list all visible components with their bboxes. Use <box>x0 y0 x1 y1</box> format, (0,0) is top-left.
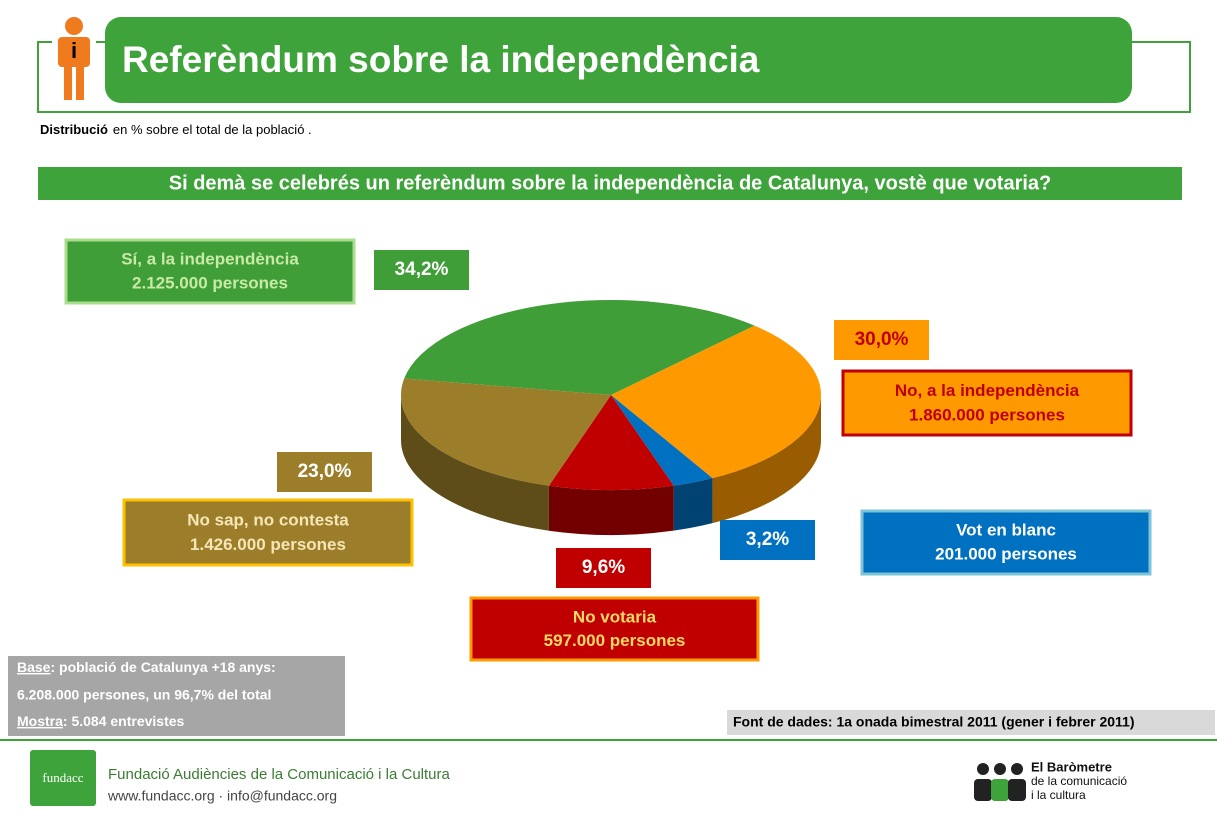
value-label: 9,6% <box>582 557 625 578</box>
value-label-box <box>720 520 815 560</box>
source: Font de dades: 1a onada bimestral 2011 (… <box>733 714 1135 730</box>
base-text: : població de Catalunya +18 anys: <box>50 659 275 675</box>
value-label-box <box>834 320 929 360</box>
value-label-box <box>277 452 372 492</box>
org-name: Fundació Audiències de la Comunicació i … <box>108 766 451 783</box>
subtitle-text: en % sobre el total de la població . <box>113 122 312 137</box>
category-box <box>122 498 414 567</box>
base-note-2: 6.208.000 persones, un 96,7% del total <box>17 687 271 703</box>
value-label: 23,0% <box>298 461 352 482</box>
category-count: 201.000 persones <box>935 545 1077 564</box>
question-bar <box>38 167 1182 200</box>
category-label: No, a la independència <box>895 381 1080 400</box>
slice-side <box>673 478 713 531</box>
slice <box>404 300 755 395</box>
notes-box <box>8 656 345 736</box>
brand-line-1: El Baròmetre <box>1031 759 1112 774</box>
sample-text: : 5.084 entrevistes <box>63 713 185 729</box>
contact: www.fundacc.org · info@fundacc.org <box>107 788 337 804</box>
category-label: Vot en blanc <box>956 521 1056 540</box>
category-label: No votaria <box>573 607 657 626</box>
category-label: No sap, no contesta <box>187 510 349 529</box>
sample-key: Mostra <box>17 713 63 729</box>
slice <box>611 395 713 486</box>
slice <box>611 325 822 479</box>
value-label-box <box>374 250 469 290</box>
category-box <box>841 369 1133 437</box>
category-count: 2.125.000 persones <box>132 274 288 293</box>
category-box <box>64 238 356 305</box>
value-label: 34,2% <box>395 259 449 280</box>
value-label: 3,2% <box>746 529 789 550</box>
header-bar <box>105 17 1132 103</box>
category-box <box>469 596 760 662</box>
fundacc-logo <box>30 750 96 806</box>
title: Referèndum sobre la independència <box>122 39 760 80</box>
pie <box>401 300 822 535</box>
category-box <box>860 509 1152 576</box>
value-label: 30,0% <box>855 329 909 350</box>
value-label-box <box>556 548 651 588</box>
slice <box>548 395 674 491</box>
slice-side <box>712 395 821 524</box>
info-icon: i <box>52 17 96 102</box>
sample-note: Mostra: 5.084 entrevistes <box>17 713 185 729</box>
question: Si demà se celebrés un referèndum sobre … <box>169 172 1052 194</box>
base-key: Base <box>17 659 51 675</box>
category-label: Sí, a la independència <box>121 250 299 269</box>
barometre-icon <box>974 763 1026 801</box>
brand-line-3: i la cultura <box>1031 788 1086 802</box>
category-count: 1.426.000 persones <box>190 535 346 554</box>
subtitle-key: Distribució <box>40 122 108 137</box>
category-count: 597.000 persones <box>544 631 686 650</box>
subtitle: Distribució en % sobre el total de la pob… <box>40 122 312 137</box>
source-box <box>727 710 1215 735</box>
slice-side <box>401 395 549 531</box>
slice <box>401 378 611 486</box>
logo-text: fundacc <box>42 770 83 785</box>
slice-side <box>548 485 674 535</box>
base-note: Base: població de Catalunya +18 anys: <box>17 659 276 675</box>
category-count: 1.860.000 persones <box>909 405 1065 424</box>
svg-text:i: i <box>71 38 77 63</box>
brand-line-2: de la comunicació <box>1031 774 1127 788</box>
